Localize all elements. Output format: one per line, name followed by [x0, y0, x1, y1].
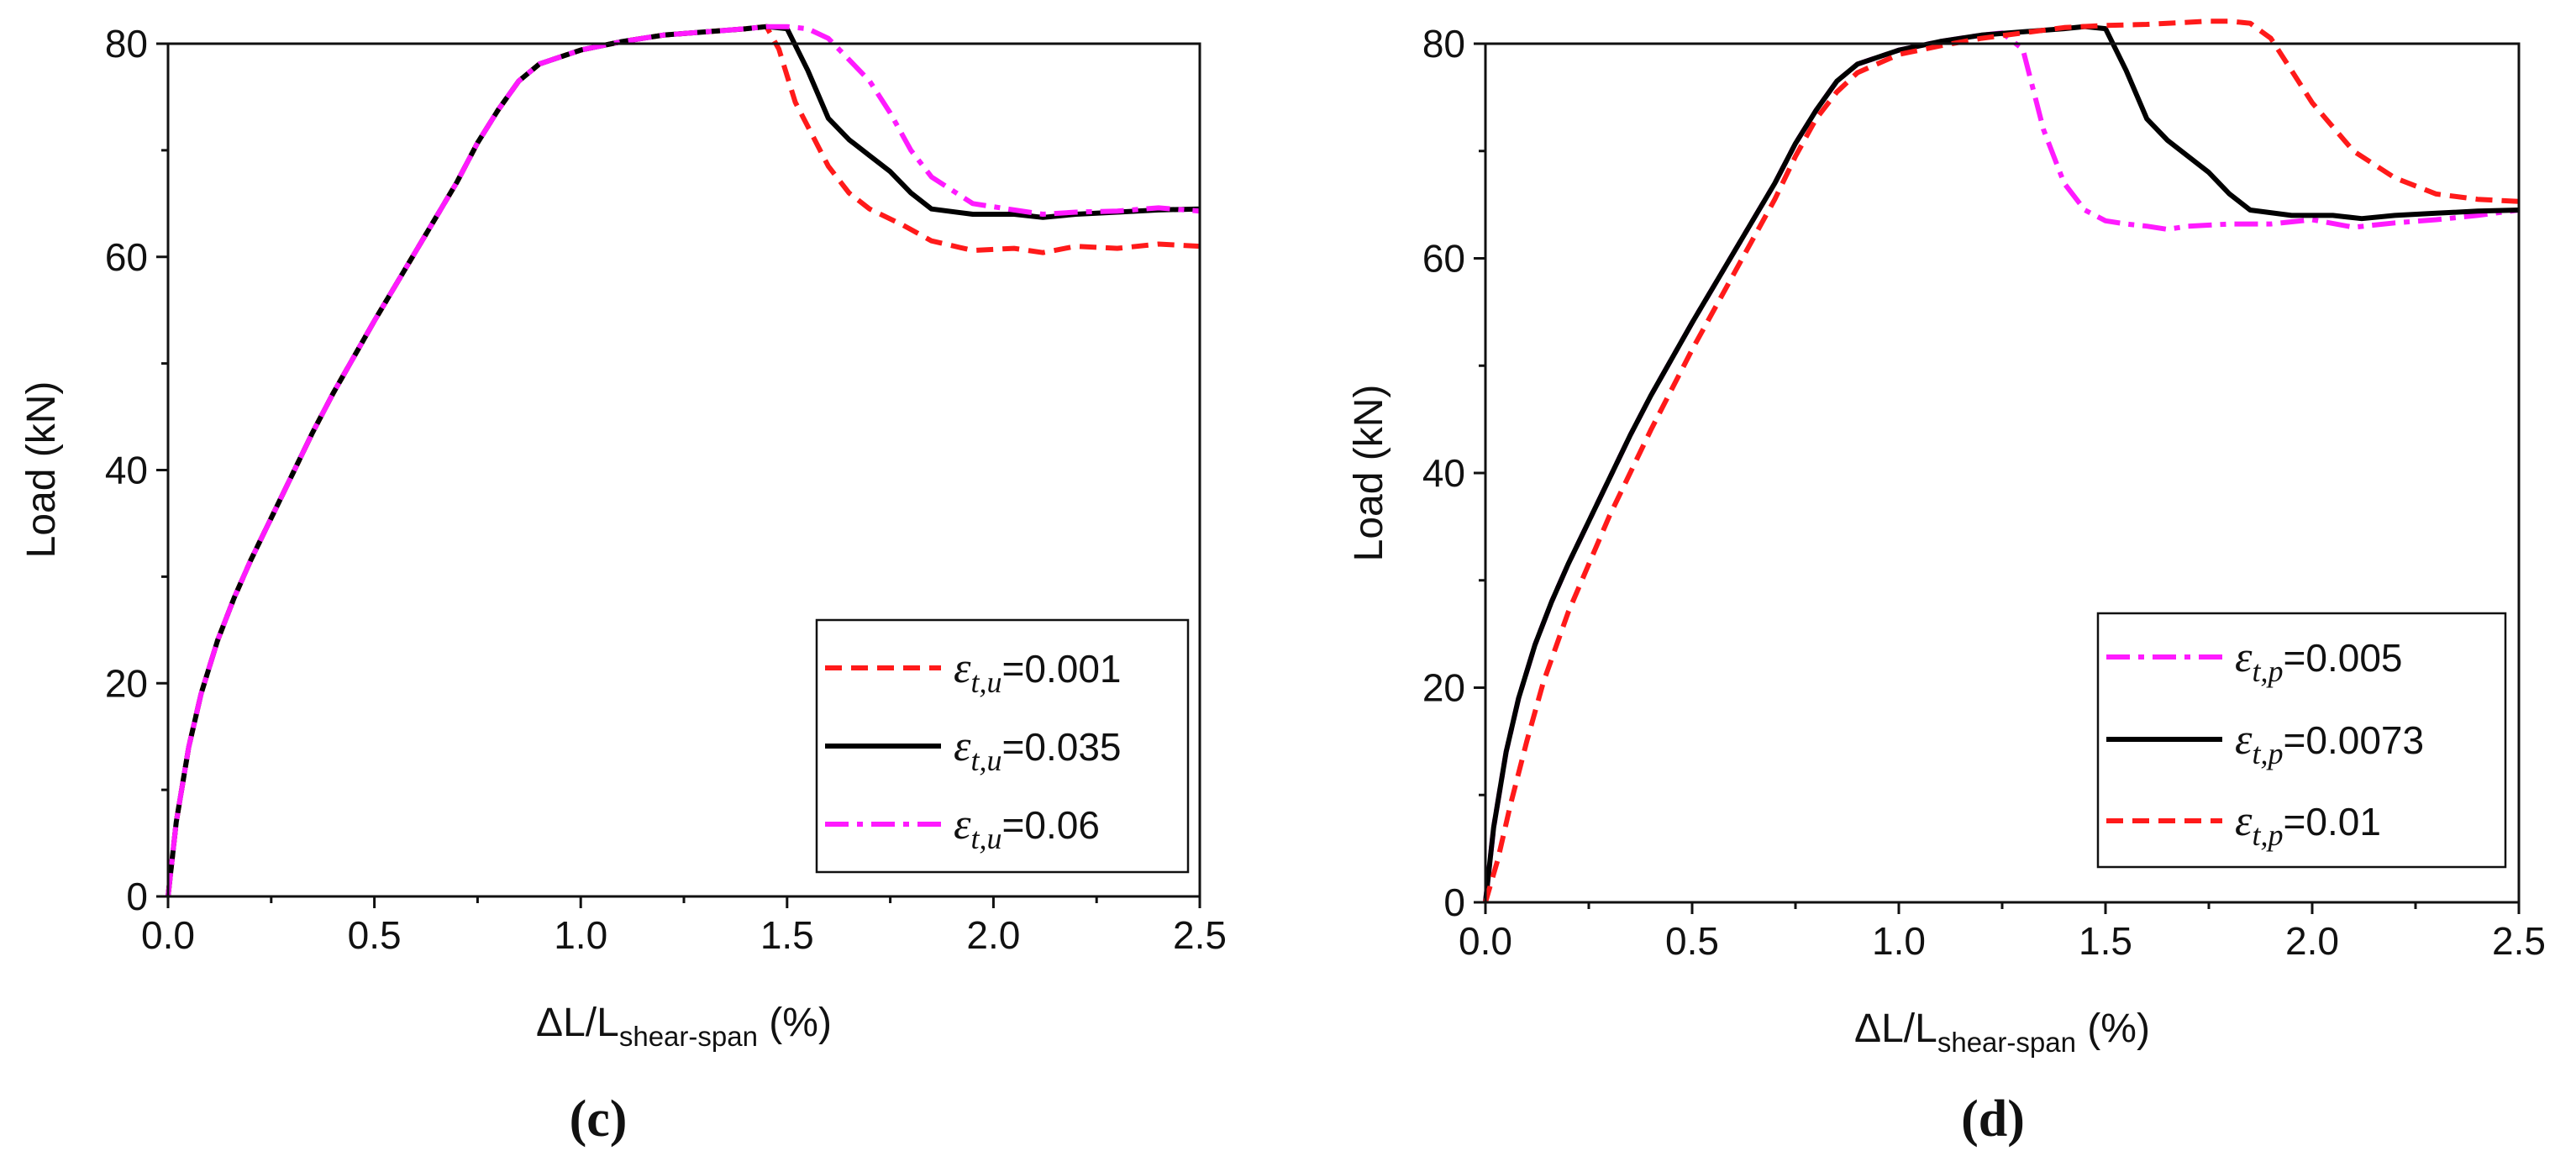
y-tick-label-d-4: 80: [1422, 22, 1465, 66]
legend-sub-d-2: t,p: [2253, 818, 2284, 852]
legend-symbol-c-0: ε: [954, 644, 971, 692]
tick-labels-c: 0.0 0.5 1.0 1.5 2.0 2.5 0 20 40 60 80: [105, 22, 1227, 957]
legend-symbol-d-2: ε: [2235, 797, 2253, 845]
series-line-c-0: [166, 24, 1201, 897]
legend-symbol-d-0: ε: [2235, 633, 2253, 681]
tick-labels-d: 0.0 0.5 1.0 1.5 2.0 2.5 0 20 40 60 80: [1422, 22, 2546, 963]
x-axis-title-unit-c: (%): [758, 1001, 832, 1045]
x-tick-label-d-2: 1.0: [1872, 919, 1926, 963]
legend-symbol-d-1: ε: [2235, 716, 2253, 764]
x-tick-label-c-3: 1.5: [760, 913, 814, 957]
x-tick-label-d-4: 2.0: [2285, 919, 2339, 963]
y-tick-label-c-2: 40: [105, 449, 148, 492]
legend-sub-c-0: t,u: [971, 665, 1002, 699]
y-tick-label-c-0: 0: [126, 875, 148, 918]
legend-sub-d-0: t,p: [2253, 654, 2284, 688]
series-line-d-1: [1483, 24, 2520, 903]
legend-symbol-c-1: ε: [954, 723, 971, 770]
legend-label-d-2: εt,p=0.01: [2235, 797, 2381, 852]
panel-c: 0.0 0.5 1.0 1.5 2.0 2.5 0 20 40 60 80 Load (kN) ΔL…: [19, 22, 1227, 1148]
x-tick-label-c-4: 2.0: [966, 913, 1020, 957]
plot-lines-d: [1483, 18, 2520, 903]
x-tick-label-d-3: 1.5: [2079, 919, 2132, 963]
x-axis-title-sub-c: shear-span: [619, 1021, 758, 1052]
x-axis-title-unit-d: (%): [2076, 1006, 2150, 1051]
legend-d: εt,p=0.005 εt,p=0.0073 εt,p=0.01: [2096, 612, 2507, 869]
panel-label-d: (d): [1961, 1091, 2025, 1148]
panel-label-c: (c): [570, 1091, 628, 1148]
legend-label-c-2: εt,u=0.06: [954, 801, 1100, 855]
y-tick-label-d-0: 0: [1443, 880, 1465, 924]
y-tick-label-d-1: 20: [1422, 666, 1465, 710]
x-tick-label-c-5: 2.5: [1173, 913, 1227, 957]
legend-value-d-0: =0.005: [2284, 636, 2403, 680]
legend-value-c-2: =0.06: [1002, 803, 1100, 847]
y-axis-title-d: Load (kN): [1347, 385, 1391, 562]
legend-label-c-1: εt,u=0.035: [954, 723, 1122, 777]
x-tick-label-d-1: 0.5: [1665, 919, 1719, 963]
legend-sub-d-1: t,p: [2253, 737, 2284, 770]
y-tick-label-d-3: 60: [1422, 237, 1465, 281]
legend-c: εt,u=0.001 εt,u=0.035 εt,u=0.06: [815, 618, 1190, 874]
legend-value-c-1: =0.035: [1002, 725, 1122, 769]
legend-label-c-0: εt,u=0.001: [954, 644, 1122, 699]
x-tick-label-c-2: 1.0: [554, 913, 607, 957]
legend-label-d-0: εt,p=0.005: [2235, 633, 2403, 688]
ticks-c: [156, 42, 1201, 908]
y-tick-label-c-3: 60: [105, 235, 148, 279]
y-tick-label-c-4: 80: [105, 22, 148, 66]
y-tick-label-c-1: 20: [105, 661, 148, 705]
panel-d: 0.0 0.5 1.0 1.5 2.0 2.5 0 20 40 60 80 Load (kN) ΔL…: [1347, 18, 2546, 1148]
ticks-d: [1474, 42, 2521, 914]
x-tick-label-d-5: 2.5: [2492, 919, 2546, 963]
series-line-d-2: [1483, 18, 2520, 903]
x-tick-label-d-0: 0.0: [1459, 919, 1512, 963]
legend-label-d-1: εt,p=0.0073: [2235, 716, 2424, 770]
y-tick-label-d-2: 40: [1422, 451, 1465, 495]
series-line-c-1: [166, 24, 1201, 897]
x-axis-title-main-c: ΔL/L: [536, 1001, 619, 1045]
x-axis-title-c: ΔL/Lshear-span (%): [536, 1001, 832, 1052]
x-tick-label-c-1: 0.5: [348, 913, 402, 957]
legend-sub-c-1: t,u: [971, 744, 1002, 777]
legend-value-d-1: =0.0073: [2284, 718, 2425, 762]
x-axis-title-d: ΔL/Lshear-span (%): [1854, 1006, 2150, 1058]
legend-value-d-2: =0.01: [2284, 800, 2381, 844]
x-axis-title-main-d: ΔL/L: [1854, 1006, 1937, 1051]
series-line-d-0: [1483, 30, 2520, 903]
legend-value-c-0: =0.001: [1002, 647, 1122, 691]
legend-symbol-c-2: ε: [954, 801, 971, 849]
plot-lines-c: [166, 24, 1201, 897]
x-tick-label-c-0: 0.0: [141, 913, 195, 957]
y-axis-title-c: Load (kN): [19, 381, 64, 559]
x-axis-title-sub-d: shear-span: [1937, 1027, 2076, 1058]
legend-sub-c-2: t,u: [971, 822, 1002, 855]
